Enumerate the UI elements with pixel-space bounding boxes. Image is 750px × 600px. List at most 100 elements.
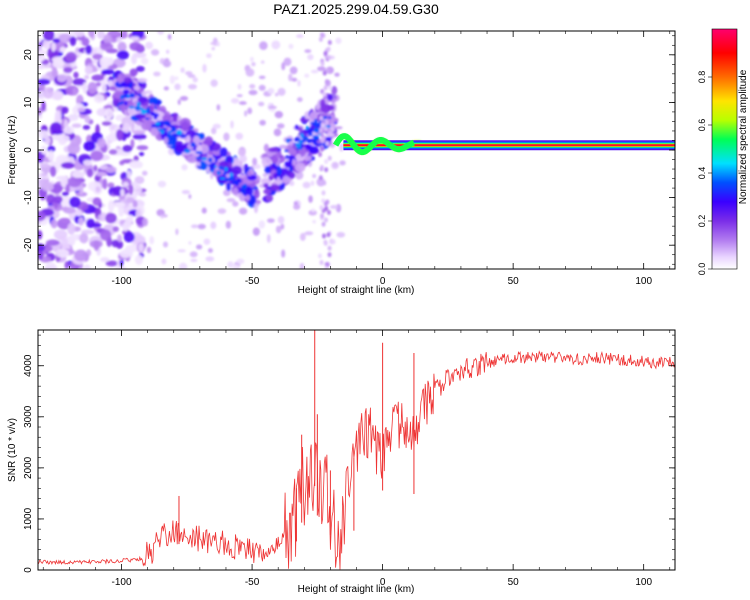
spectral-blob: [334, 72, 340, 77]
spectral-blob: [83, 140, 96, 152]
spectral-blob: [294, 162, 306, 173]
spectral-blob: [141, 170, 148, 176]
colorbar-tick-label: 0.6: [697, 119, 707, 132]
spectral-blob: [129, 160, 141, 169]
spectral-blob: [217, 208, 227, 215]
spectral-blob: [162, 114, 172, 123]
spectral-blob: [260, 178, 272, 185]
spectral-blob: [248, 89, 258, 96]
spectral-blob: [331, 85, 338, 95]
spectral-blob: [150, 49, 160, 56]
spectral-blobs: [38, 31, 660, 269]
colorbar-tick-label: 0.2: [697, 215, 707, 228]
spectral-blob: [324, 217, 329, 223]
spectral-blob: [146, 246, 152, 254]
spectral-blob: [164, 58, 170, 62]
spectral-blob: [339, 160, 346, 166]
spectral-blob: [53, 229, 68, 240]
spectral-blob: [183, 148, 191, 154]
spectral-blob: [64, 261, 70, 269]
spectral-blob: [241, 186, 254, 197]
spectral-blob: [81, 37, 90, 47]
spectral-blob: [302, 139, 306, 143]
spectral-blob: [176, 130, 183, 135]
spectral-blob: [38, 230, 43, 240]
spectral-blob: [322, 70, 327, 76]
spectral-blob: [122, 89, 130, 95]
spectral-blob: [226, 197, 236, 203]
spectral-blob: [328, 85, 333, 91]
spectral-blob: [223, 132, 230, 142]
spectral-blob: [162, 241, 169, 248]
spectral-blob: [107, 182, 115, 189]
spectral-blob: [179, 262, 188, 269]
spectral-blob: [61, 238, 68, 245]
spectral-blob: [232, 264, 241, 269]
spectral-blob: [112, 226, 119, 232]
snr-xlabel: Height of straight line (km): [298, 584, 415, 595]
spectral-blob: [118, 211, 124, 217]
spectral-blob: [249, 84, 256, 89]
spectral-blob: [88, 31, 95, 38]
spectral-blob: [51, 67, 58, 78]
spectral-blob: [245, 68, 255, 77]
spectral-blob: [262, 172, 268, 178]
spectral-blob: [318, 36, 323, 42]
spectral-blob: [99, 42, 114, 51]
spectral-blob: [123, 231, 135, 243]
spectral-blob: [216, 104, 221, 111]
spectral-blob: [291, 77, 298, 82]
spectral-blob: [99, 56, 112, 68]
spectral-blob: [317, 66, 326, 72]
spectral-blob: [175, 228, 179, 236]
spectral-blob: [93, 165, 98, 172]
spectral-blob: [339, 143, 344, 152]
spectral-blob: [157, 128, 164, 132]
spectral-blob: [181, 121, 190, 132]
spectral-blob: [105, 260, 119, 267]
spectral-blob: [50, 121, 62, 134]
spectral-blob: [207, 248, 213, 253]
spectral-blob: [134, 176, 145, 185]
x-tick-label: 100: [635, 276, 652, 287]
spectral-blob: [212, 123, 221, 129]
spectral-blob: [105, 166, 117, 173]
spectral-blob: [218, 165, 224, 170]
spectral-blob: [327, 245, 332, 251]
spectral-blob: [222, 171, 228, 176]
spectrogram-ylabel: Frequency (Hz): [7, 116, 18, 185]
spectral-blob: [265, 194, 274, 202]
spectral-blob: [294, 137, 298, 142]
spectral-blob: [252, 157, 258, 166]
spectral-blob: [268, 105, 277, 109]
spectral-blob: [320, 102, 327, 113]
spectral-blob: [286, 138, 290, 143]
spectral-blob: [263, 143, 270, 153]
spectral-blob: [190, 224, 199, 229]
spectral-blob: [101, 69, 115, 75]
colorbar-scale: [711, 28, 738, 270]
spectral-blob: [115, 129, 124, 141]
spectral-blob: [169, 137, 176, 141]
spectral-blob: [67, 142, 81, 155]
spectral-blob: [231, 165, 243, 176]
spectral-blob: [293, 204, 301, 210]
spectral-blob: [318, 175, 323, 181]
spectral-blob: [320, 138, 325, 144]
spectral-blob: [79, 184, 84, 195]
spectral-blob: [320, 61, 325, 67]
spectral-blob: [74, 249, 88, 262]
spectral-blob: [119, 160, 125, 166]
spectral-blob: [277, 215, 285, 224]
spectral-blob: [161, 258, 167, 265]
spectral-blob: [245, 194, 251, 201]
spectral-blob: [312, 219, 316, 224]
spectral-blob: [38, 64, 45, 70]
spectral-blob: [284, 155, 290, 159]
spectral-blob: [55, 175, 69, 181]
spectral-blob: [100, 212, 107, 222]
spectral-blob: [327, 39, 332, 45]
spectral-blob: [325, 136, 331, 143]
spectral-blob: [326, 93, 334, 101]
